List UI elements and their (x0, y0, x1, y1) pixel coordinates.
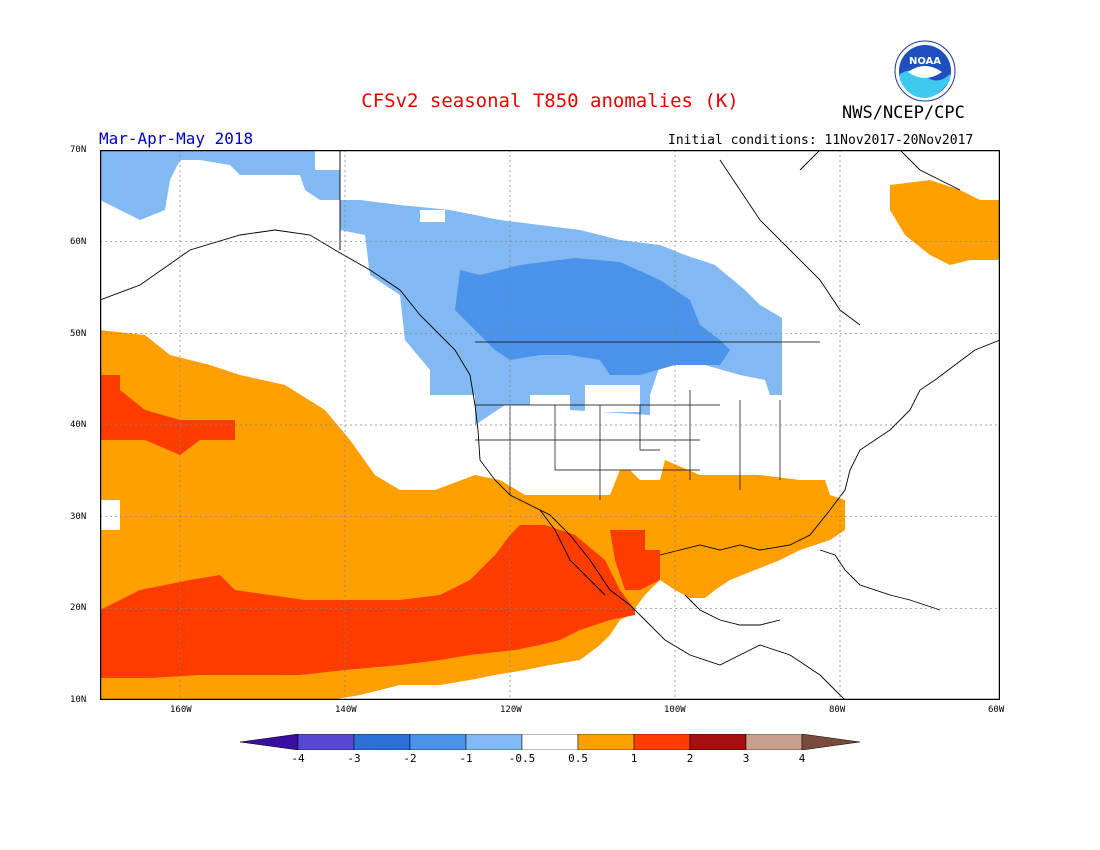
colorbar-tick-label: -2 (403, 752, 417, 765)
lat-label: 40N (70, 420, 87, 430)
lon-label: 140W (335, 705, 357, 715)
colorbar-cell (577, 734, 635, 750)
lat-label: 50N (70, 329, 87, 339)
colorbar-tick-label: -3 (347, 752, 361, 765)
agency-label: NWS/NCEP/CPC (842, 103, 965, 123)
colorbar-tick-label: 2 (686, 752, 694, 765)
anomaly-region-orange (890, 180, 1000, 265)
anomaly-gap (100, 500, 120, 530)
initial-conditions-label: Initial conditions: 11Nov2017-20Nov2017 (668, 133, 974, 148)
colorbar-tick-label: 0.5 (568, 752, 588, 765)
lat-label: 70N (70, 145, 87, 155)
colorbar-tick-label: 1 (630, 752, 638, 765)
lon-label: 60W (988, 705, 1005, 715)
lat-label: 20N (70, 603, 87, 613)
lon-label: 80W (829, 705, 846, 715)
colorbar-tick-label: 3 (742, 752, 750, 765)
anomaly-gap (585, 385, 640, 412)
colorbar-cell (745, 734, 803, 750)
colorbar-cell (521, 734, 579, 750)
lon-label: 120W (500, 705, 522, 715)
colorbar-cell (353, 734, 411, 750)
lon-label: 100W (664, 705, 686, 715)
colorbar-cell (689, 734, 747, 750)
lat-label: 60N (70, 237, 87, 247)
noaa-logo: NOAA (894, 40, 956, 102)
season-label: Mar-Apr-May 2018 (99, 129, 254, 148)
colorbar-cell (633, 734, 691, 750)
lon-label: 160W (170, 705, 192, 715)
anomaly-region-red (100, 525, 635, 678)
graticule (100, 150, 1000, 700)
colorbar-cell (801, 734, 861, 750)
anomaly-region-red (610, 530, 660, 590)
lat-label: 30N (70, 512, 87, 522)
anomaly-region-medium-blue (455, 258, 730, 375)
noaa-logo-text: NOAA (909, 56, 941, 67)
anomaly-gap (420, 210, 445, 222)
colorbar-cell (465, 734, 523, 750)
colorbar-tick-label: -0.5 (508, 752, 536, 765)
colorbar-cell (240, 734, 299, 750)
chart-title: CFSv2 seasonal T850 anomalies (K) (361, 90, 739, 112)
colorbar-tick-label: -1 (459, 752, 473, 765)
colorbar (240, 734, 861, 750)
map-frame (100, 150, 1000, 700)
anomaly-region-red (100, 375, 235, 455)
colorbar-tick-label: 4 (798, 752, 806, 765)
anomaly-map (100, 150, 1000, 700)
lat-label: 10N (70, 695, 87, 705)
colorbar-cell (409, 734, 467, 750)
colorbar-tick-label: -4 (291, 752, 305, 765)
colorbar-cell (297, 734, 355, 750)
anomaly-gap (235, 175, 300, 185)
